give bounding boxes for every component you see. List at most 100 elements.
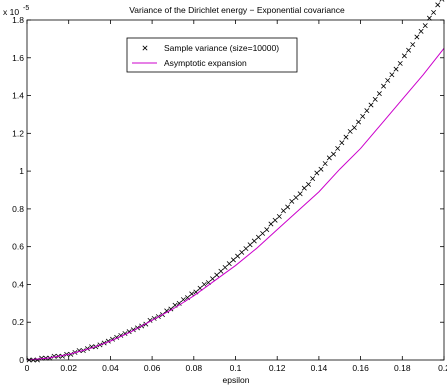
- x-tick-label: 0.18: [394, 363, 411, 373]
- data-point-marker: [239, 249, 245, 255]
- data-point-marker: [297, 191, 303, 197]
- data-point-marker: [381, 83, 387, 89]
- data-point-marker: [235, 253, 241, 259]
- data-point-marker: [272, 217, 278, 223]
- y-multiplier-base: x 10: [3, 7, 19, 17]
- x-tick-label: 0.12: [269, 363, 286, 373]
- data-point-marker: [326, 155, 332, 161]
- data-point-marker: [222, 264, 228, 270]
- legend-label: Asymptotic expansion: [164, 58, 247, 68]
- data-point-marker: [251, 238, 257, 244]
- data-point-marker: [426, 15, 432, 21]
- x-tick-label: 0.06: [144, 363, 161, 373]
- data-point-marker: [39, 355, 45, 361]
- data-point-marker: [351, 125, 357, 131]
- data-point-marker: [347, 128, 353, 134]
- data-point-marker: [289, 198, 295, 204]
- data-point-marker: [401, 53, 407, 59]
- data-point-marker: [305, 181, 311, 187]
- y-tick-label: 1.6: [12, 53, 24, 63]
- data-point-marker: [314, 170, 320, 176]
- data-point-marker: [201, 281, 207, 287]
- y-tick-label: 0.2: [12, 317, 24, 327]
- data-point-marker: [439, 0, 445, 2]
- data-point-marker: [376, 91, 382, 97]
- legend-marker-swatch: [142, 45, 148, 51]
- x-tick-label: 0.08: [186, 363, 203, 373]
- data-point-marker: [356, 119, 361, 125]
- data-point-marker: [335, 145, 341, 151]
- data-point-marker: [218, 268, 224, 274]
- y-tick-label: 0.4: [12, 279, 24, 289]
- x-tick-label: 0.1: [230, 363, 242, 373]
- y-tick-label: 0.6: [12, 242, 24, 252]
- data-point-marker: [435, 2, 441, 8]
- data-point-marker: [264, 227, 270, 233]
- data-point-marker: [247, 242, 253, 248]
- data-point-marker: [322, 161, 328, 167]
- data-point-marker: [343, 134, 349, 140]
- data-point-marker: [368, 102, 374, 108]
- data-point-marker: [385, 77, 391, 83]
- data-point-marker: [318, 166, 324, 172]
- data-point-marker: [310, 176, 316, 182]
- y-tick-label: 1.2: [12, 128, 24, 138]
- data-point-marker: [189, 291, 195, 297]
- chart-title: Variance of the Dirichlet energy − Expon…: [129, 5, 345, 15]
- plot-background: [27, 20, 444, 360]
- y-tick-label: 1.4: [12, 91, 24, 101]
- x-tick-label: 0.2: [438, 363, 447, 373]
- x-tick-label: 0.02: [60, 363, 77, 373]
- data-point-marker: [389, 72, 395, 78]
- series-layer: [26, 0, 445, 363]
- data-point-marker: [176, 300, 182, 306]
- x-tick-label: 0: [25, 363, 30, 373]
- data-point-marker: [301, 185, 307, 191]
- data-point-marker: [364, 108, 370, 114]
- data-point-marker: [414, 34, 420, 40]
- y-multiplier-exponent: -5: [23, 5, 29, 12]
- data-point-marker: [397, 60, 403, 66]
- data-point-marker: [393, 66, 399, 72]
- data-point-marker: [372, 96, 378, 102]
- data-point-marker: [422, 23, 428, 29]
- x-tick-label: 0.04: [102, 363, 119, 373]
- y-tick-label: 1: [19, 166, 24, 176]
- x-tick-label: 0.14: [311, 363, 328, 373]
- y-tick-label: 0.8: [12, 204, 24, 214]
- data-point-marker: [230, 257, 236, 263]
- data-point-marker: [210, 276, 216, 282]
- axes-layer: 0 0.02 0.04 0.06 0.08 0.1 0.12 0.14 0.16 0.18 0.2 0…: [12, 15, 447, 373]
- x-axis-label: epsilon: [223, 375, 250, 385]
- data-point-marker: [406, 47, 412, 53]
- data-point-marker: [268, 221, 274, 227]
- legend-label: Sample variance (size=10000): [164, 43, 279, 53]
- data-point-marker: [260, 230, 266, 236]
- legend-box: [126, 37, 298, 73]
- y-tick-label: 1.8: [12, 15, 24, 25]
- data-point-marker: [164, 308, 170, 314]
- data-point-marker: [214, 272, 220, 278]
- data-point-marker: [285, 204, 291, 210]
- data-point-marker: [280, 208, 286, 214]
- data-point-marker: [339, 140, 345, 146]
- legend-item: Sample variance (size=10000): [142, 43, 279, 53]
- data-point-marker: [243, 246, 249, 252]
- data-point-marker: [276, 213, 282, 219]
- data-point-marker: [431, 9, 437, 15]
- x-tick-label: 0.16: [352, 363, 369, 373]
- data-point-marker: [410, 42, 416, 48]
- y-tick-label: 0: [19, 355, 24, 365]
- plot-area: [27, 20, 444, 360]
- series-line-asymptotic: [26, 48, 445, 361]
- legend-item: Asymptotic expansion: [132, 58, 247, 68]
- y-axis-multiplier: x 10 -5: [3, 5, 29, 17]
- data-point-marker: [255, 234, 261, 240]
- data-point-marker: [331, 151, 336, 157]
- data-point-marker: [293, 195, 299, 201]
- data-point-marker: [418, 28, 424, 34]
- data-point-marker: [360, 113, 366, 119]
- legend: Sample variance (size=10000) Asymptotic e…: [126, 37, 298, 73]
- data-point-marker: [226, 261, 232, 267]
